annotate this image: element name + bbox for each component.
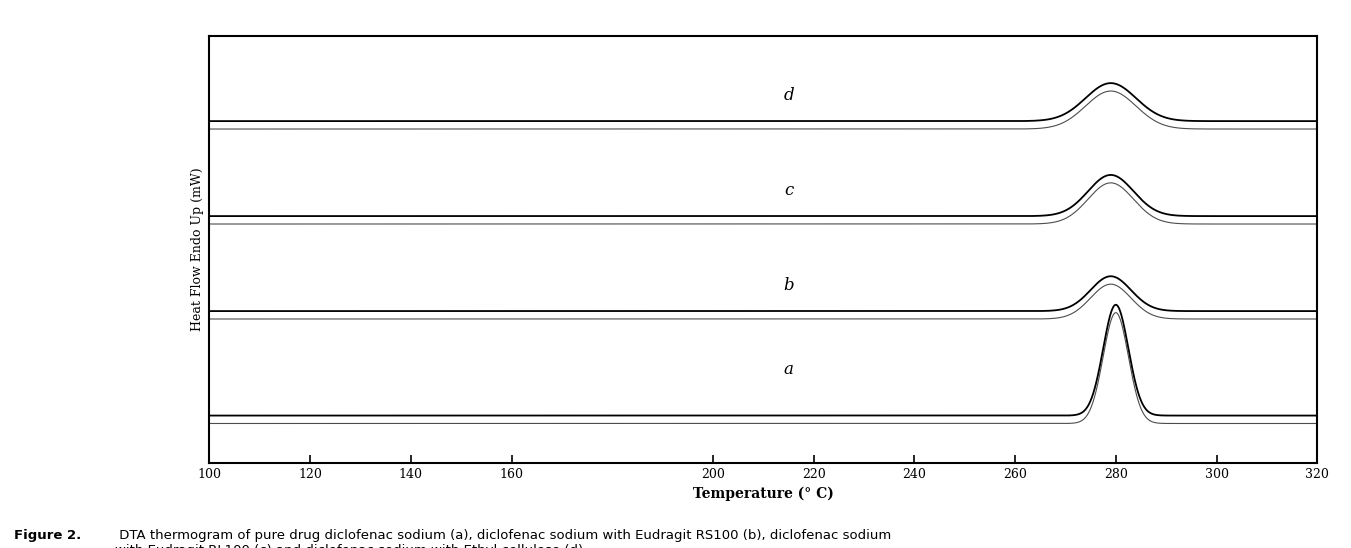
Y-axis label: Heat Flow Endo Up (mW): Heat Flow Endo Up (mW) [190, 168, 204, 331]
Text: d: d [784, 87, 794, 104]
Text: DTA thermogram of pure drug diclofenac sodium (a), diclofenac sodium with Eudrag: DTA thermogram of pure drug diclofenac s… [115, 529, 892, 548]
X-axis label: Temperature (° C): Temperature (° C) [693, 487, 834, 501]
Text: c: c [784, 182, 793, 199]
Text: a: a [784, 361, 793, 378]
Text: Figure 2.: Figure 2. [14, 529, 81, 542]
Text: b: b [784, 277, 794, 294]
